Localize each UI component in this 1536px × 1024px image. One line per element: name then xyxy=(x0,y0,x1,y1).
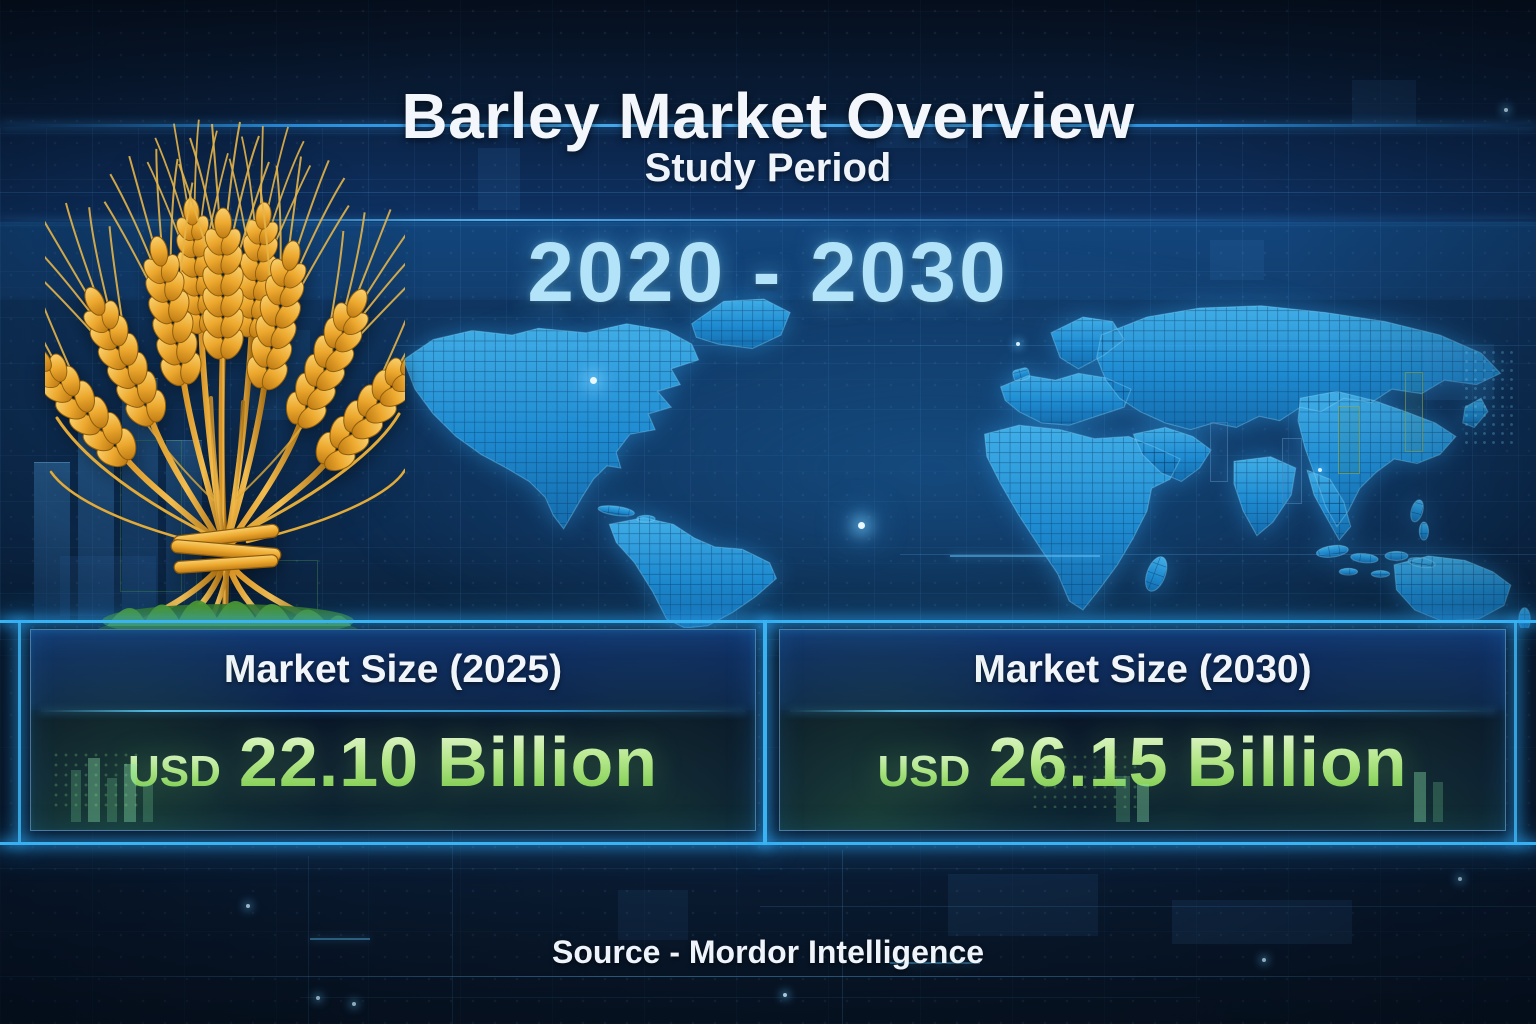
market-size-2030-card: Market Size (2030) USD 26.15 Billion xyxy=(779,629,1506,831)
panel-center-divider-line xyxy=(763,620,767,845)
amount-value: 22.10 xyxy=(238,723,420,801)
barley-sheaf-illustration xyxy=(45,118,405,642)
glow-dot xyxy=(246,904,250,908)
world-map-graphic xyxy=(402,298,1531,628)
glow-dot xyxy=(352,1002,356,1006)
bg-hline xyxy=(900,554,1536,555)
glow-rect xyxy=(618,890,688,940)
bg-hline xyxy=(760,906,1536,907)
panel-bottom-line xyxy=(0,842,1536,845)
card-title: Market Size (2030) xyxy=(780,630,1505,710)
panel-right-edge-line xyxy=(1514,621,1517,843)
unit-label: Billion xyxy=(1186,723,1408,801)
market-size-2025-card: Market Size (2025) USD 22.10 Billion xyxy=(30,629,756,831)
mini-bar-chart xyxy=(1116,776,1149,822)
page-title: Barley Market Overview xyxy=(401,79,1135,152)
unit-label: Billion xyxy=(437,723,658,801)
glow-rect xyxy=(948,874,1098,936)
mini-bar-chart xyxy=(1414,772,1443,822)
currency-label: USD xyxy=(877,747,971,796)
source-attribution: Source - Mordor Intelligence xyxy=(551,934,985,970)
mini-bar-chart xyxy=(71,758,153,822)
panel-top-line xyxy=(0,620,1536,623)
study-period-label: Study Period xyxy=(644,146,892,190)
card-title: Market Size (2025) xyxy=(31,630,755,710)
panel-left-edge-line xyxy=(18,621,21,843)
bg-hline xyxy=(300,997,1200,998)
footer-divider-line xyxy=(0,976,1536,977)
bg-hline xyxy=(392,345,1536,346)
study-period-range: 2020 - 2030 xyxy=(527,225,1009,319)
glow-dot xyxy=(1458,877,1462,881)
bg-hline xyxy=(0,868,1536,869)
